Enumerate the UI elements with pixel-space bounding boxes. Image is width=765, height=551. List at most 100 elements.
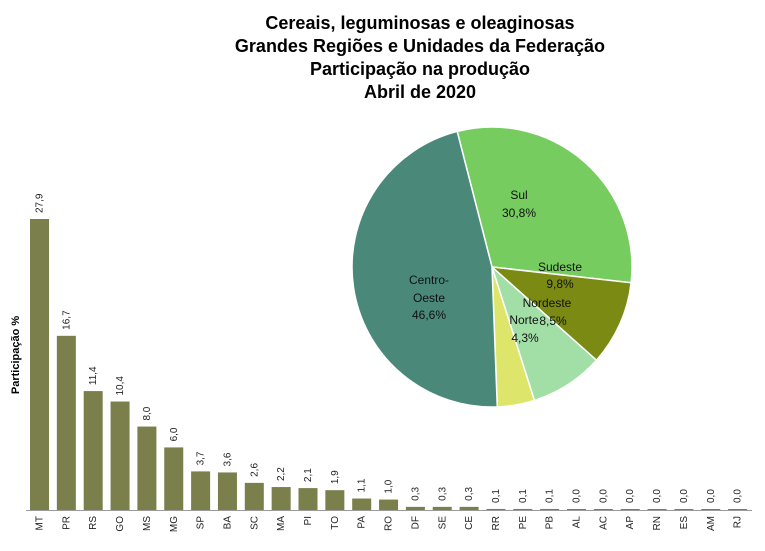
pie-name-label-sudeste: Sudeste: [538, 260, 582, 274]
bar-value-label-se: 0,3: [437, 487, 448, 501]
bar-se: [432, 506, 452, 510]
bar-ba: [217, 472, 237, 510]
category-label-pa: PA: [357, 516, 368, 529]
category-label-es: ES: [679, 516, 690, 530]
pie-value-label-nordeste: 8,5%: [539, 314, 567, 328]
bar-value-label-mt: 27,9: [35, 193, 46, 213]
bar-value-label-rn: 0,0: [652, 489, 663, 503]
bar-pr: [56, 335, 76, 510]
bar-value-label-pe: 0,1: [518, 489, 529, 503]
bar-value-label-pb: 0,1: [545, 489, 556, 503]
category-label-rn: RN: [652, 516, 663, 530]
category-label-pi: PI: [303, 516, 314, 525]
bar-value-label-sp: 3,7: [196, 451, 207, 465]
bar-value-label-rs: 11,4: [88, 366, 99, 385]
bar-value-label-rj: 0,0: [733, 489, 744, 503]
category-label-mg: MG: [169, 516, 180, 532]
bar-sp: [191, 471, 211, 510]
category-label-ce: CE: [464, 516, 475, 530]
bar-value-label-rr: 0,1: [491, 489, 502, 503]
bar-ac: [593, 509, 613, 510]
bar-value-label-ma: 2,2: [276, 467, 287, 481]
category-label-ma: MA: [276, 516, 287, 531]
category-label-ap: AP: [625, 516, 636, 530]
bar-value-label-am: 0,0: [706, 489, 717, 503]
bar-value-label-ac: 0,0: [598, 489, 609, 503]
bar-pb: [540, 508, 560, 510]
chart-title: Cereais, leguminosas e oleaginosas Grand…: [200, 12, 640, 104]
bar-al: [567, 509, 586, 510]
pie-name-label-sul: Sul: [510, 188, 527, 202]
bar-value-label-ba: 3,6: [222, 452, 233, 466]
bar-pa: [352, 498, 372, 510]
pie-value-label-sul: 30,8%: [502, 206, 536, 220]
category-label-se: SE: [437, 516, 448, 530]
bar-pi: [298, 488, 318, 510]
bar-rr: [486, 508, 506, 510]
category-label-ms: MS: [142, 516, 153, 531]
category-label-to: TO: [330, 516, 341, 530]
category-label-ac: AC: [598, 516, 609, 530]
category-label-am: AM: [706, 516, 717, 531]
category-label-df: DF: [410, 516, 421, 529]
bar-value-label-sc: 2,6: [249, 463, 260, 477]
title-line-4: Abril de 2020: [363, 82, 477, 102]
bar-mt: [30, 219, 49, 510]
bar-value-label-ms: 8,0: [142, 406, 153, 420]
pie-name-label-nordeste: Nordeste: [523, 296, 572, 310]
bar-go: [110, 401, 130, 510]
bar-to: [325, 490, 345, 510]
bar-rj: [728, 509, 748, 510]
bar-value-label-ap: 0,0: [625, 489, 636, 503]
bar-value-label-es: 0,0: [679, 489, 690, 503]
pie-name-label-norte: Norte: [509, 313, 539, 327]
category-label-rs: RS: [88, 516, 99, 530]
pie-chart: Sul 30,8% Sudeste 9,8% Nordeste 8,5%Norte 4,3%…: [351, 126, 633, 408]
y-axis-label: Participação %: [10, 316, 22, 394]
bar-mg: [164, 447, 184, 510]
bar-df: [405, 506, 425, 510]
pie-value-label-sudeste: 9,8%: [546, 277, 574, 291]
bar-value-label-go: 10,4: [115, 376, 126, 396]
bar-ro: [379, 499, 399, 510]
category-label-ro: RO: [384, 516, 395, 531]
bar-ms: [137, 426, 157, 510]
bar-rn: [647, 509, 667, 510]
bar-ce: [459, 506, 479, 510]
bar-value-label-pr: 16,7: [61, 310, 72, 330]
bar-pe: [513, 508, 533, 510]
pie-slice-sudeste: [489, 265, 632, 362]
bar-rs: [83, 391, 103, 510]
bar-value-label-ro: 1,0: [384, 479, 395, 493]
title-line-3: Participação na produção: [309, 59, 531, 79]
category-label-pr: PR: [61, 516, 72, 530]
bar-chart: 27,9 MT 16,7 PR 11,4 RS 10,4 GO 8,0 MS 6,0 MG 3,7 SP 3…: [26, 193, 752, 532]
category-label-pb: PB: [545, 516, 556, 530]
category-label-rj: RJ: [733, 516, 744, 528]
bar-value-label-df: 0,3: [410, 487, 421, 501]
bar-es: [674, 509, 694, 510]
category-label-rr: RR: [491, 516, 502, 530]
pie-slice-sul: [456, 126, 633, 284]
bar-value-label-pa: 1,1: [357, 478, 368, 492]
pie-value-label-norte: 4,3%: [511, 331, 539, 345]
bar-ma: [271, 487, 291, 510]
pie-name-label-centro-oeste: Oeste: [413, 291, 445, 305]
pie-slice-centro-oeste: [351, 130, 499, 408]
category-label-al: AL: [572, 516, 583, 529]
category-label-sp: SP: [196, 516, 207, 530]
bar-value-label-pi: 2,1: [303, 468, 314, 482]
bar-sc: [244, 482, 264, 510]
bar-ap: [620, 509, 640, 510]
category-label-mt: MT: [35, 516, 46, 530]
bar-am: [701, 509, 721, 510]
pie-name-label-centro-oeste: Centro-: [409, 273, 449, 287]
bar-value-label-ce: 0,3: [464, 487, 475, 501]
category-label-go: GO: [115, 516, 126, 532]
category-label-ba: BA: [222, 516, 233, 530]
pie-value-label-centro-oeste: 46,6%: [412, 308, 446, 322]
bar-value-label-mg: 6,0: [169, 427, 180, 441]
title-line-1: Cereais, leguminosas e oleaginosas: [265, 13, 575, 33]
category-label-pe: PE: [518, 516, 529, 530]
